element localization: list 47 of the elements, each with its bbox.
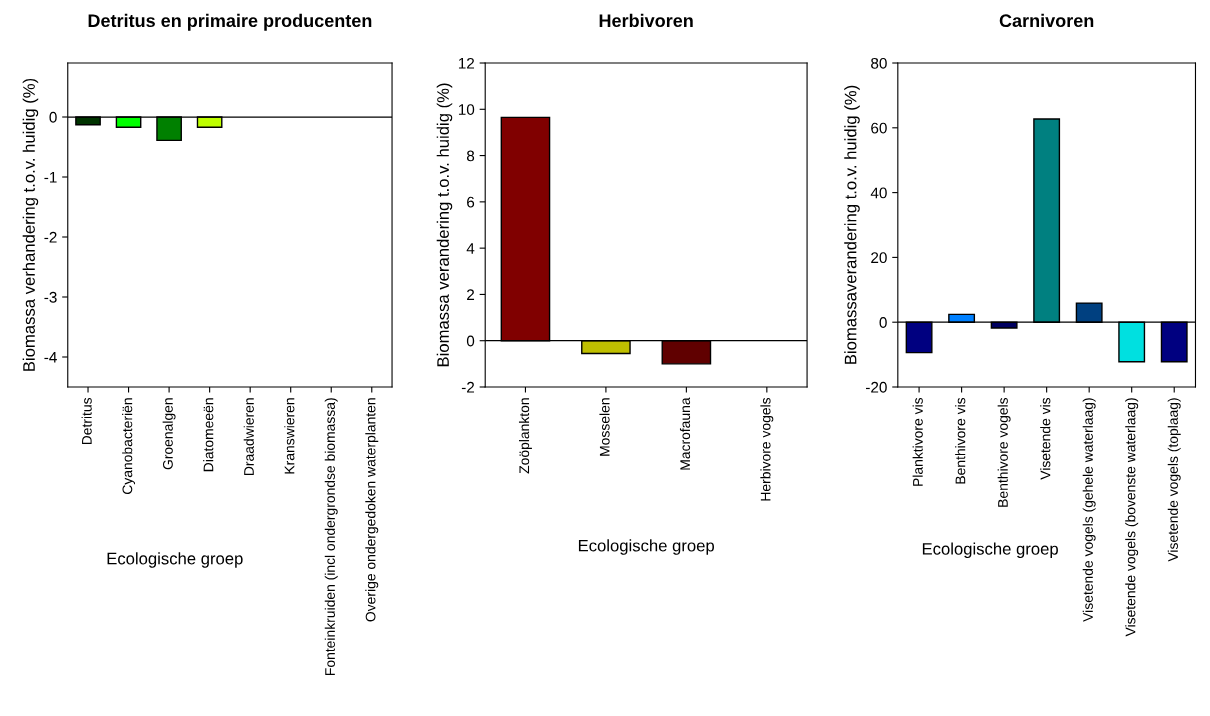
y-axis-title: Biomassa verandering t.o.v. huidig (%)	[436, 83, 453, 367]
x-axis-title: Ecologische groep	[578, 539, 715, 555]
x-tick-label: Visetende vis	[1040, 397, 1051, 480]
y-tick-label: -2	[44, 231, 57, 243]
y-tick-label: 8	[466, 150, 475, 162]
y-tick-label: 4	[466, 243, 475, 254]
y-tick-label: -1	[44, 172, 57, 183]
y-axis-title: Biomassaverandering t.o.v. huidig (%)	[844, 85, 860, 364]
chart-title: Herbivoren	[599, 13, 693, 28]
y-tick-label: 80	[871, 57, 887, 69]
x-tick-label: Macrofauna	[679, 397, 691, 470]
x-tick-label: Diatomeeën	[203, 398, 214, 472]
x-tick-label: Visetende vogels (bovenste waterlaag)	[1125, 398, 1139, 637]
x-tick-label: Benthivore vogels	[997, 397, 1011, 507]
chart-title: Carnivoren	[999, 13, 1094, 28]
x-tick-label: Visetende vogels (gehele waterlaag)	[1082, 398, 1096, 622]
x-tick-label: Draadwieren	[243, 398, 254, 476]
y-tick-label: 2	[467, 289, 475, 300]
y-tick-label: -3	[44, 291, 57, 303]
x-tick-label: Cyanobacteriën	[122, 398, 136, 494]
x-tick-label: Zoöplankton	[518, 398, 532, 474]
y-axis-title: Biomassa verhandering t.o.v. huidig (%)	[22, 78, 39, 371]
x-tick-label: Planktivore vis	[912, 397, 923, 486]
x-axis-title: Ecologische groep	[922, 542, 1058, 559]
y-tick-label: -20	[866, 381, 887, 393]
y-tick-label: 40	[870, 187, 887, 199]
y-tick-label: 0	[466, 335, 475, 347]
y-tick-label: 60	[871, 122, 887, 134]
x-tick-label: Detritus	[81, 397, 92, 445]
y-tick-label: -4	[44, 352, 57, 363]
x-tick-label: Fonteinkruiden (incl ondergrondse biomassa)	[324, 398, 338, 675]
x-tick-label: Herbivore vogels	[760, 397, 774, 501]
x-tick-label: Benthivore vis	[955, 397, 966, 484]
x-tick-label: Mosselen	[599, 398, 610, 456]
x-tick-label: Visetende vogels (toplaag)	[1167, 398, 1181, 562]
x-tick-label: Overige ondergedoken waterplanten	[365, 398, 379, 622]
y-tick-label: 10	[458, 104, 475, 115]
y-tick-label: 0	[879, 317, 887, 328]
y-tick-label: -2	[461, 381, 475, 393]
chart-title: Detritus en primaire producenten	[88, 13, 372, 31]
y-tick-label: 0	[49, 111, 57, 123]
x-tick-label: Groenalgen	[162, 398, 176, 470]
y-tick-label: 6	[467, 196, 475, 208]
y-tick-label: 20	[871, 252, 887, 264]
x-axis-title: Ecologische groep	[107, 552, 243, 568]
y-tick-label: 12	[458, 57, 475, 69]
x-tick-label: Kranswieren	[284, 398, 295, 474]
